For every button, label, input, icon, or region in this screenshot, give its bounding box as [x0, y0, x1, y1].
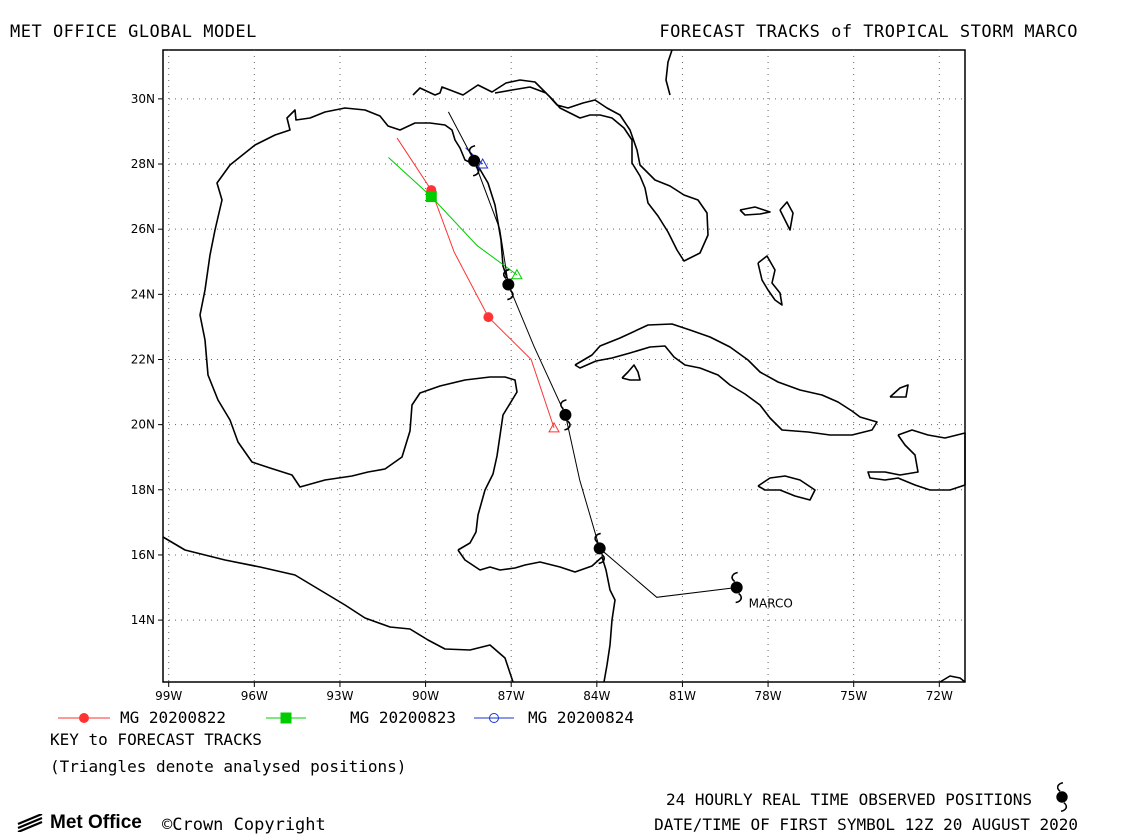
puerto-rico-corner [939, 675, 966, 683]
first-symbol-date: DATE/TIME OF FIRST SYMBOL 12Z 20 AUGUST … [654, 815, 1078, 834]
lat-tick-label: 30N [131, 92, 155, 106]
bahamas-4 [889, 384, 909, 398]
lon-tick-label: 96W [241, 689, 268, 703]
gulf-coast [162, 536, 514, 683]
forecast-track-marker [483, 312, 494, 323]
forecast-track-line [396, 137, 555, 429]
tropical-storm-icon [593, 532, 606, 565]
lat-tick-label: 16N [131, 548, 155, 562]
grid-lines [163, 50, 965, 682]
lon-tick-label: 99W [155, 689, 182, 703]
legend-entry-mg-20200823: MG 20200823 [350, 708, 456, 727]
forecast-track-line [388, 157, 518, 276]
lat-tick-label: 28N [131, 157, 155, 171]
tropical-storm-icon [559, 399, 572, 431]
lon-tick-label: 87W [498, 689, 525, 703]
lon-tick-label: 78W [754, 689, 781, 703]
tropical-storm-icon [502, 268, 515, 301]
florida-coast [412, 79, 709, 262]
analysed-position-triangle [511, 268, 523, 280]
forecast-track-marker [425, 191, 437, 203]
tropical-storm-icon [730, 571, 743, 604]
analysed-position-triangle [548, 421, 560, 433]
map-frame [162, 49, 966, 683]
axis-labels: 30N 28N 26N 24N 22N 20N 18N 16N 14N 99W 96W 93W 90W 8… [131, 92, 953, 703]
hispaniola-coast [867, 429, 966, 491]
legend-marker [489, 713, 499, 723]
coastlines [162, 49, 966, 683]
analysed-position-triangle [476, 157, 489, 169]
cuba-coast [574, 323, 878, 436]
lat-tick-label: 22N [131, 352, 155, 366]
crown-copyright: ©Crown Copyright [162, 815, 326, 835]
lat-tick-label: 20N [131, 418, 155, 432]
legend-key-title: KEY to FORECAST TRACKS [50, 730, 262, 749]
central-america-coast [457, 549, 616, 683]
forecast-tracks [388, 137, 560, 433]
tropical-storm-icon [468, 144, 481, 177]
met-office-logo: Met Office [16, 812, 142, 834]
bahamas-3 [757, 255, 783, 306]
legend-entry-mg-20200822: MG 20200822 [120, 708, 226, 727]
lon-tick-label: 93W [326, 689, 353, 703]
legend-entry-mg-20200824: MG 20200824 [528, 708, 634, 727]
observed-positions: MARCO [447, 111, 793, 611]
lat-tick-label: 14N [131, 613, 155, 627]
lon-tick-label: 75W [840, 689, 867, 703]
legend-marker [79, 713, 89, 723]
met-office-logo-text: Met Office [50, 812, 142, 833]
lon-tick-label: 84W [583, 689, 610, 703]
observed-positions-note: 24 HOURLY REAL TIME OBSERVED POSITIONS [665, 790, 1032, 809]
jamaica-coast [757, 475, 816, 501]
observed-track-line [447, 111, 737, 598]
legend-markers [58, 712, 1068, 812]
lat-tick-label: 18N [131, 483, 155, 497]
bahamas-1 [739, 206, 771, 216]
header-right-title: FORECAST TRACKS of TROPICAL STORM MARCO [659, 22, 1078, 42]
lat-tick-label: 24N [131, 287, 155, 301]
lon-tick-label: 81W [669, 689, 696, 703]
lon-tick-label: 90W [412, 689, 439, 703]
gulf-mexico-coast [199, 107, 518, 551]
lon-tick-label: 72W [926, 689, 953, 703]
legend-marker [280, 712, 292, 724]
legend-triangle-note: (Triangles denote analysed positions) [50, 757, 407, 776]
header-left-title: MET OFFICE GLOBAL MODEL [10, 22, 257, 42]
met-office-swoosh-icon [17, 814, 43, 832]
tropical-storm-icon [1056, 782, 1068, 812]
bahamas-2 [779, 201, 794, 231]
isle-of-youth [621, 364, 641, 381]
us-east-coast [665, 49, 673, 96]
storm-name-label: MARCO [749, 597, 793, 611]
lat-tick-label: 26N [131, 222, 155, 236]
